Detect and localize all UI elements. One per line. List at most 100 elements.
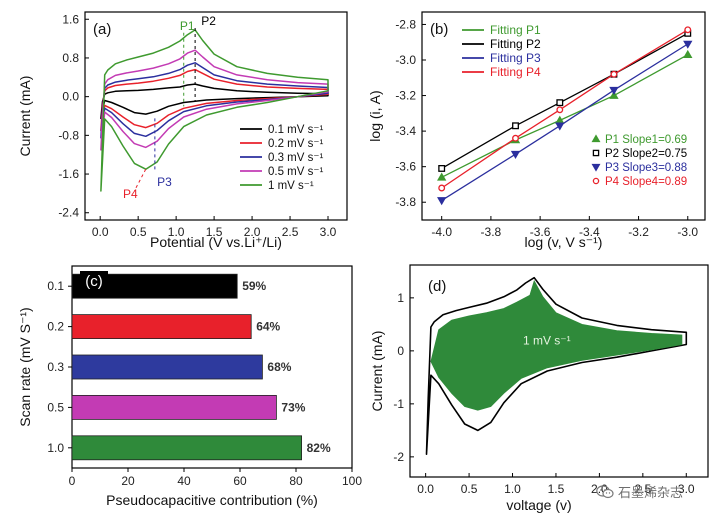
panel-a-label: (a)	[93, 21, 111, 38]
panel-a-series-1	[100, 68, 329, 132]
panel-d-xtick-label: 0.0	[417, 482, 434, 496]
panel-d-xlabel: voltage (v)	[506, 497, 571, 513]
panel-b-slope-label: P4 Slope4=0.89	[605, 176, 687, 188]
panel-a-legend-label: 0.1 mV s⁻¹	[268, 124, 323, 136]
panel-c-bar-value: 73%	[281, 400, 305, 414]
panel-b-legend-label: Fitting P2	[490, 37, 541, 51]
panel-b: -4.0 -3.8 -3.6 -3.4 -3.2 -3.0 -2.8 -3.0 -3.2 -3.4…	[367, 11, 706, 250]
panel-a-xlabel: Potential (V vs.Li⁺/Li)	[150, 234, 282, 250]
watermark-text: 石墨烯杂志	[618, 486, 684, 501]
panel-c-bar	[71, 314, 252, 340]
panel-b-xlabel: log (v, V s⁻¹)	[525, 234, 603, 250]
panel-a-annotation: P3	[157, 175, 172, 189]
panel-b-ytick-label: -3.6	[395, 160, 416, 174]
panel-b-point	[684, 26, 692, 34]
panel-a-annotation: P1	[180, 19, 195, 33]
panel-b-slope-marker	[591, 163, 601, 172]
panel-a-legend-label: 0.5 mV s⁻¹	[268, 166, 323, 178]
panel-c-bar	[71, 394, 277, 420]
panel-b-point	[437, 197, 447, 206]
panel-b-ylabel: log (i, A)	[367, 90, 383, 141]
panel-a-xtick-label: 0.0	[92, 225, 109, 239]
panel-b-ytick-label: -3.2	[395, 89, 416, 103]
panel-c-bar	[71, 435, 303, 461]
panel-b-point	[555, 122, 565, 131]
panel-b-point	[556, 106, 564, 114]
panel-d-xtick-label: 1.5	[548, 482, 565, 496]
panel-c-ytick-label: 0.2	[47, 320, 64, 334]
panel-c-bar-value: 59%	[242, 279, 266, 293]
panel-a-xtick-label: 2.5	[282, 225, 299, 239]
panel-c-label-bg	[80, 271, 108, 291]
panel-c-bar	[71, 354, 263, 380]
panel-b-slope-label: P1 Slope1=0.69	[605, 134, 687, 146]
panel-a-series-4	[100, 29, 329, 192]
panel-b-legend-label: Fitting P3	[490, 51, 541, 65]
panel-a-series-0	[100, 83, 329, 120]
panel-d-ylabel: Current (mA)	[369, 331, 385, 412]
panel-b-point	[437, 172, 447, 181]
panel-b-point	[512, 134, 519, 142]
panel-a-annotation: P2	[201, 14, 216, 28]
panel-d-ytick-label: 1	[397, 291, 404, 305]
panel-b-ytick-label: -3.8	[395, 195, 416, 209]
panel-d-ytick-label: -2	[393, 450, 404, 464]
panel-c-ylabel: Scan rate (mV S⁻¹)	[17, 307, 33, 426]
panel-b-ytick-label: -3.4	[395, 124, 416, 138]
panel-b-xtick-label: -3.2	[628, 225, 649, 239]
panel-c-xlabel: Pseudocapacitive contribution (%)	[106, 492, 318, 508]
panel-a-annotation: P4	[123, 187, 138, 201]
panel-c-xtick-label: 80	[289, 474, 303, 488]
panel-a-ytick-label: -0.8	[58, 128, 79, 142]
panel-a-xtick-label: 1.0	[168, 225, 185, 239]
panel-a-ytick-label: -2.4	[58, 206, 79, 220]
panel-b-point	[610, 70, 618, 78]
panel-b-frame	[421, 11, 706, 221]
watermark: 石墨烯杂志	[596, 482, 683, 501]
panel-b-point	[438, 184, 446, 192]
panel-d-xtick-label: 1.0	[504, 482, 521, 496]
panel-a-legend-label: 1 mV s⁻¹	[268, 180, 314, 192]
panel-b-slope-marker	[592, 177, 600, 185]
panel-b-point	[683, 49, 693, 58]
panel-b-point	[438, 164, 446, 172]
panel-b-point	[512, 122, 519, 130]
panel-b-slope-marker	[591, 134, 601, 143]
panel-b-ytick-label: -2.8	[395, 17, 416, 31]
panel-a-ytick-label: 0.0	[62, 90, 79, 104]
panel-a-xtick-label: 0.5	[130, 225, 147, 239]
panel-c-xtick-label: 40	[177, 474, 191, 488]
panel-b-legend-label: Fitting P1	[490, 23, 541, 37]
panel-b-point	[683, 40, 693, 49]
panel-c: 59% 0.1 64% 0.2 68% 0.3 73% 0.5 82% 1.0 0 20 40 60 80 1…	[17, 265, 362, 508]
panel-c-ytick-label: 0.3	[47, 360, 64, 374]
panel-d-xtick-label: 0.5	[461, 482, 478, 496]
panel-d-label: (d)	[428, 278, 446, 295]
panel-a-series-3	[100, 49, 329, 151]
panel-c-xtick-label: 100	[342, 474, 362, 488]
panel-c-label: (c)	[85, 273, 103, 290]
panel-d-xtick-label: 2.5	[634, 482, 651, 496]
panel-d-xtick-label: 3.0	[678, 482, 695, 496]
panel-b-legend-label: Fitting P4	[490, 65, 541, 79]
panel-d-ytick-label: 0	[397, 344, 404, 358]
panel-c-bar-value: 82%	[307, 441, 331, 455]
panel-d-capacitive-area	[430, 279, 683, 411]
panel-d-annotation: 1 mV s⁻¹	[523, 334, 571, 348]
panel-b-xtick-label: -3.8	[481, 225, 502, 239]
panel-b-slope-label: P3 Slope3=0.88	[605, 162, 687, 174]
panel-a-ylabel: Current (mA)	[17, 76, 33, 157]
wechat-icon	[596, 484, 614, 498]
panel-a-legend-label: 0.3 mV s⁻¹	[268, 152, 323, 164]
panel-a-ytick-label: 0.8	[62, 51, 79, 65]
panel-c-ytick-label: 0.1	[47, 279, 64, 293]
panel-a: P1 P2 P3 P4 0.0 0.5 1.0 1.5 2.0 2.5 3.0 1.6 0.8 0.0 -0…	[17, 11, 348, 250]
panel-a-xtick-label: 3.0	[320, 225, 337, 239]
panel-b-label: (b)	[430, 21, 448, 38]
panel-a-series-2	[100, 62, 329, 139]
panel-b-point	[555, 115, 565, 124]
panel-d-ytick-label: -1	[393, 397, 404, 411]
panel-b-xtick-label: -3.4	[579, 225, 600, 239]
panel-c-bar-value: 68%	[267, 360, 291, 374]
panel-a-xtick-label: 2.0	[244, 225, 261, 239]
